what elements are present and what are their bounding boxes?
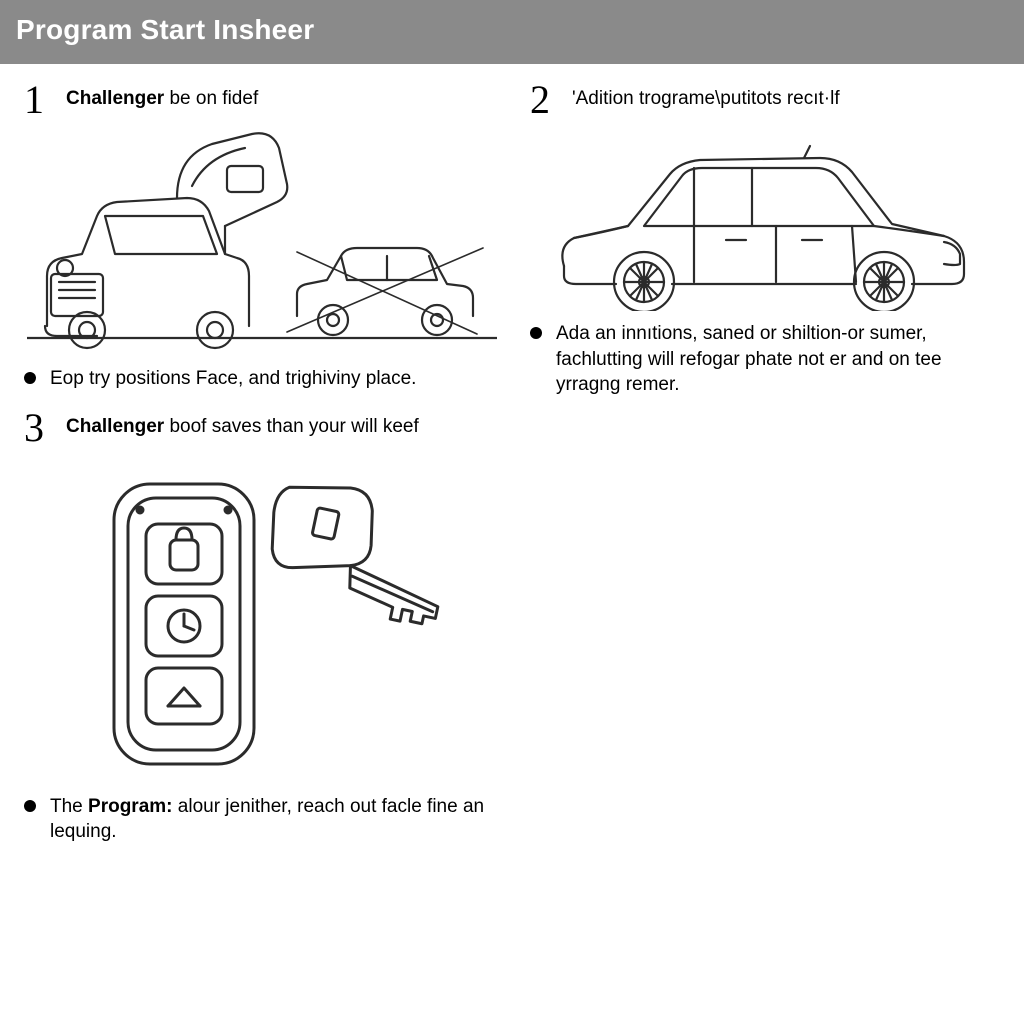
page-title: Program Start Insheer bbox=[16, 14, 314, 45]
step-3-header: 3 Challenger boof saves than your will k… bbox=[24, 408, 500, 448]
step-2-illustration bbox=[530, 126, 988, 311]
bullet-icon bbox=[24, 800, 36, 812]
page-header: Program Start Insheer bbox=[0, 0, 1024, 64]
right-column: 2 'Adition trograme\putitots recıt·lf bbox=[524, 80, 1004, 861]
step-3-bullet: The Program: alour jenither, reach out f… bbox=[24, 794, 500, 845]
left-column: 1 Challenger be on fidef bbox=[20, 80, 500, 861]
step-1-header: 1 Challenger be on fidef bbox=[24, 80, 500, 120]
step-2-bullet: Ada an innıtions, saned or shiltion-or s… bbox=[530, 321, 988, 398]
step-3: 3 Challenger boof saves than your will k… bbox=[24, 408, 500, 845]
key-fob-icon bbox=[84, 454, 444, 784]
step-3-title-rest: boof saves than your will keef bbox=[164, 416, 419, 437]
step-2-number: 2 bbox=[530, 80, 558, 120]
step-3-bullet-text: The Program: alour jenither, reach out f… bbox=[50, 794, 500, 845]
bullet-icon bbox=[24, 372, 36, 384]
step-3-illustration bbox=[24, 454, 500, 784]
step-2-title: 'Adition trograme\putitots recıt·lf bbox=[572, 80, 840, 110]
bullet-icon bbox=[530, 327, 542, 339]
step-3-number: 3 bbox=[24, 408, 52, 448]
step-1-bullet: Eop try positions Face, and trighiviny p… bbox=[24, 366, 500, 392]
step-3-title-bold: Challenger bbox=[66, 416, 164, 437]
step-2: 2 'Adition trograme\putitots recıt·lf bbox=[530, 80, 988, 398]
sedan-icon bbox=[544, 126, 974, 311]
step-3-bullet-bold: Program: bbox=[88, 796, 172, 817]
step-2-title-rest: 'Adition trograme\putitots recıt·lf bbox=[572, 88, 840, 109]
step-1-bullet-text: Eop try positions Face, and trighiviny p… bbox=[50, 366, 416, 392]
step-3-bullet-before: The bbox=[50, 796, 88, 817]
step-1-illustration bbox=[24, 126, 500, 356]
step-1-number: 1 bbox=[24, 80, 52, 120]
step-3-title: Challenger boof saves than your will kee… bbox=[66, 408, 419, 438]
two-vehicles-icon bbox=[27, 126, 497, 356]
step-2-header: 2 'Adition trograme\putitots recıt·lf bbox=[530, 80, 988, 120]
step-1-title-bold: Challenger bbox=[66, 88, 164, 109]
step-1-title: Challenger be on fidef bbox=[66, 80, 258, 110]
step-2-bullet-text: Ada an innıtions, saned or shiltion-or s… bbox=[556, 321, 988, 398]
step-1-title-rest: be on fidef bbox=[164, 88, 258, 109]
content-grid: 1 Challenger be on fidef bbox=[0, 64, 1024, 877]
step-1: 1 Challenger be on fidef bbox=[24, 80, 500, 392]
